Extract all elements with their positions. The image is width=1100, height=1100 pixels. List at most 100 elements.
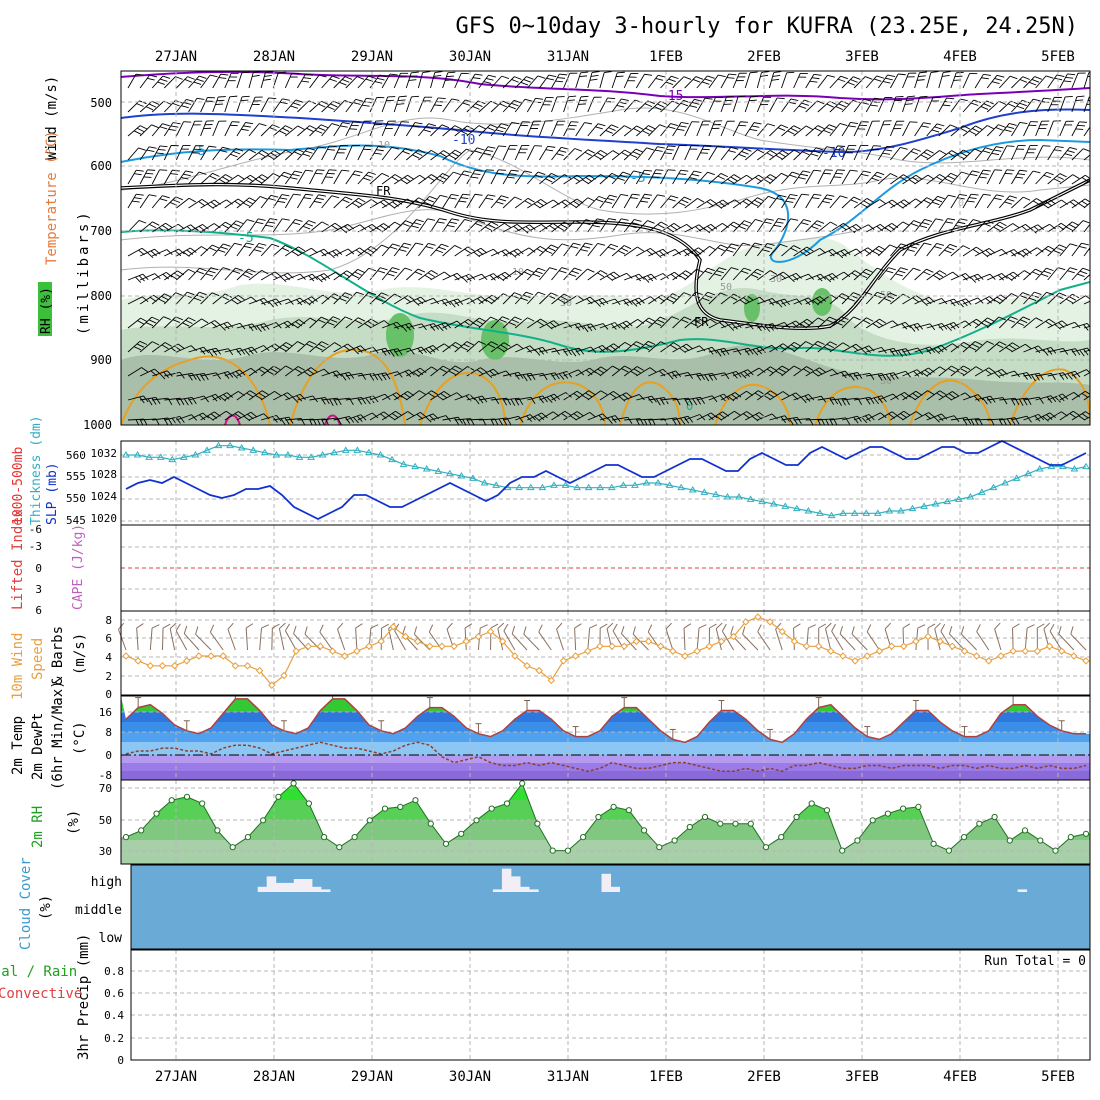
wind-barb-flag (743, 370, 750, 377)
wind-barb-flag (1036, 198, 1044, 203)
wind-barb-flag (824, 276, 832, 283)
wind-barb-flag (947, 368, 956, 373)
wind-barb-shaft (200, 320, 215, 329)
wind-barb-flag (1064, 153, 1073, 157)
wind-barb-flag (654, 322, 662, 326)
wind-barb (696, 171, 715, 185)
wind-barb-flag (497, 275, 505, 282)
wind-barb-flag (1035, 268, 1043, 273)
wind-barb (1083, 71, 1090, 89)
wind-barb-flag (315, 129, 323, 134)
wind-barb-flag (942, 104, 951, 107)
wind-barb (139, 169, 156, 185)
wind-barb-flag (522, 374, 528, 382)
wind-barb-flag (241, 71, 250, 74)
wind-barb-flag (330, 295, 338, 301)
thickness-marker (1047, 462, 1056, 470)
wind-barb-flag (972, 219, 981, 223)
wind-barb-flag (1040, 124, 1048, 126)
wind-barb (950, 416, 972, 425)
wind-barb-shaft (236, 296, 252, 305)
wind-barb-shaft (454, 273, 470, 281)
wind-barb-flag (907, 95, 916, 98)
wind-barb-shaft (914, 72, 920, 89)
wind-barb-flag (954, 75, 963, 78)
wind-barb-shaft (430, 218, 440, 233)
wind-barb-flag (227, 321, 234, 328)
wind-barb-flag (191, 373, 197, 380)
wind-barb (853, 144, 869, 161)
wind-barb (877, 120, 892, 137)
wind-barb-flag (342, 295, 350, 299)
wind-barb-flag (645, 127, 653, 132)
wind-barb-flag (433, 323, 439, 330)
wind-barb-flag (413, 371, 420, 378)
wind-barb-shaft (1059, 96, 1066, 113)
wind-barb-shaft (1011, 122, 1021, 137)
wind-barb (382, 348, 403, 357)
wind-barb-shaft (1047, 173, 1061, 185)
wind-barb (793, 246, 814, 257)
wind-barb-shaft (1071, 220, 1084, 233)
wind-barb (430, 218, 447, 233)
wind-barb-flag (1050, 104, 1059, 106)
wind-barb-flag (318, 146, 327, 149)
wind-barb-flag (541, 412, 548, 419)
wind-barb-flag (1037, 345, 1045, 352)
wind-barb-shaft (708, 173, 722, 185)
wind-barb (781, 365, 801, 377)
wind-barb-flag (931, 100, 940, 102)
wind-barb-shaft (587, 366, 602, 377)
wind-barb-shaft (817, 316, 830, 329)
wind-barb-flag (823, 346, 831, 351)
wind-barb-flag (889, 373, 895, 381)
wind-barb-flag (201, 318, 209, 324)
wind-barb-flag (472, 106, 480, 110)
wind-barb (744, 268, 765, 281)
wind-barb (672, 415, 694, 425)
wind-barb-shaft (708, 372, 725, 377)
wind-barb-flag (939, 150, 947, 155)
wind-barb-flag (268, 301, 275, 308)
wind-barb (708, 267, 727, 281)
wind-barb-shaft (599, 271, 614, 281)
wind-barb-flag (662, 248, 669, 255)
wind-barb (672, 248, 694, 257)
wind-barb-flag (607, 97, 616, 100)
wind-barb (926, 123, 945, 137)
wind-barb-flag (609, 393, 617, 399)
wind-barb-flag (1046, 414, 1053, 420)
wind-barb-shaft (357, 346, 374, 353)
wind-barb-shaft (708, 146, 718, 161)
wind-barb-shaft (1059, 293, 1073, 305)
wind-barb-flag (222, 267, 231, 271)
wind-barb-flag (976, 246, 983, 252)
wind-barb (200, 172, 220, 185)
wind-barb-shaft (188, 412, 204, 421)
wind-barb-shaft (139, 74, 150, 89)
wind-barb (636, 367, 657, 377)
wind-barb-flag (778, 218, 786, 221)
wind-barb (889, 120, 905, 137)
wind-barb-flag (877, 373, 883, 381)
wind-barb-flag (461, 173, 470, 177)
wind-barb-flag (532, 273, 541, 278)
wind-barb-shaft (781, 365, 795, 377)
wind-barb-flag (433, 298, 439, 305)
wind-barb (406, 149, 426, 161)
wind-barb-flag (936, 243, 945, 246)
wind-barb-flag (872, 323, 880, 329)
wind-barb-shaft (745, 323, 761, 329)
wind-barb (878, 347, 899, 356)
wind-barb (1071, 267, 1090, 281)
wind-barb (333, 122, 350, 137)
wind-barb (236, 197, 257, 209)
wind-barb (139, 100, 160, 113)
wind-barb (817, 194, 835, 209)
wind-barb-shaft (442, 98, 453, 113)
wind-barb-flag (850, 121, 859, 125)
wind-barb (938, 391, 959, 401)
wind-barb-flag (236, 220, 244, 225)
wind-barb-flag (489, 274, 496, 281)
wind-barb-flag (707, 291, 715, 296)
